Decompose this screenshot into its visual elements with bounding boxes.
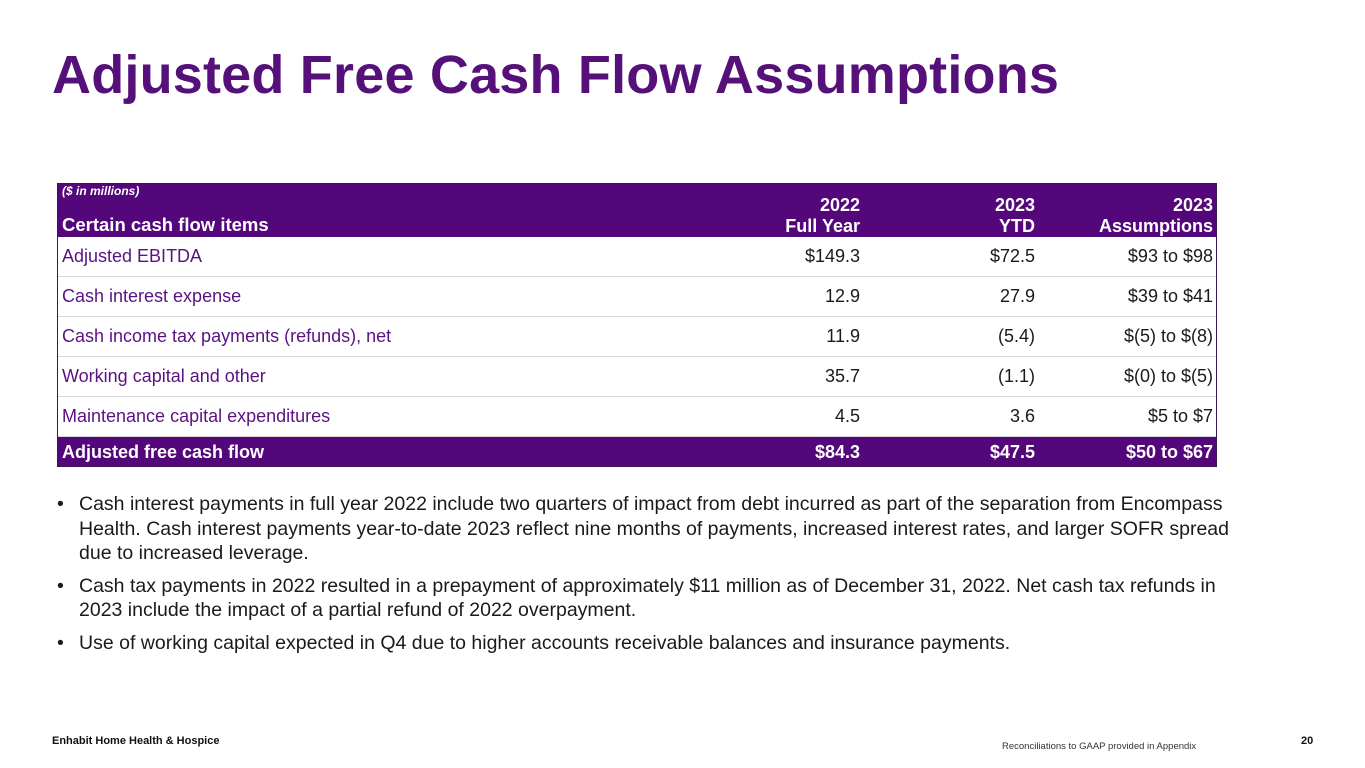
cell-2023-ytd: $72.5: [864, 237, 1039, 277]
table-row: Adjusted EBITDA $149.3 $72.5 $93 to $98: [57, 237, 1217, 277]
slide-title: Adjusted Free Cash Flow Assumptions: [52, 45, 1060, 105]
table-row: Cash income tax payments (refunds), net …: [57, 316, 1217, 357]
row-label: Working capital and other: [57, 356, 689, 397]
cell-2023-assumptions: $5 to $7: [1039, 396, 1217, 437]
cell-2023-assumptions: $(5) to $(8): [1039, 316, 1217, 357]
row-label: Maintenance capital expenditures: [57, 396, 689, 437]
column-header-2023-ytd: 2023 YTD: [864, 183, 1039, 237]
cell-2022-full-year: $149.3: [689, 237, 864, 277]
table-total-row: Adjusted free cash flow $84.3 $47.5 $50 …: [57, 436, 1217, 467]
column-header-line2: Full Year: [785, 216, 860, 236]
row-label: Cash interest expense: [57, 276, 689, 317]
total-2023-ytd: $47.5: [864, 436, 1039, 467]
column-header-2022-full-year: 2022 Full Year: [689, 183, 864, 237]
column-header-2023-assumptions: 2023 Assumptions: [1039, 183, 1217, 237]
row-label: Adjusted EBITDA: [57, 237, 689, 277]
cell-2022-full-year: 4.5: [689, 396, 864, 437]
page-number: 20: [1301, 735, 1314, 747]
cell-2022-full-year: 35.7: [689, 356, 864, 397]
cell-2022-full-year: 12.9: [689, 276, 864, 317]
table-row: Cash interest expense 12.9 27.9 $39 to $…: [57, 276, 1217, 317]
column-header-line1: 2023: [1172, 195, 1213, 215]
total-row-label: Adjusted free cash flow: [57, 436, 689, 467]
column-header-line1: 2022: [819, 195, 860, 215]
label-column-title: Certain cash flow items: [62, 214, 269, 235]
table-row: Maintenance capital expenditures 4.5 3.6…: [57, 396, 1217, 437]
footer-reconciliation-note: Reconciliations to GAAP provided in Appe…: [1002, 741, 1197, 752]
total-2022-full-year: $84.3: [689, 436, 864, 467]
cash-flow-table: ($ in millions) Certain cash flow items …: [57, 183, 1217, 467]
bullet-item: • Cash interest payments in full year 20…: [57, 492, 1237, 566]
footer-company-name: Enhabit Home Health & Hospice: [52, 735, 220, 747]
units-note: ($ in millions): [62, 184, 140, 198]
cell-2023-assumptions: $39 to $41: [1039, 276, 1217, 317]
bullet-text: Cash tax payments in 2022 resulted in a …: [79, 574, 1216, 622]
column-header-line2: Assumptions: [1098, 216, 1213, 236]
cell-2022-full-year: 11.9: [689, 316, 864, 357]
row-label: Cash income tax payments (refunds), net: [57, 316, 689, 357]
cell-2023-assumptions: $(0) to $(5): [1039, 356, 1217, 397]
cell-2023-ytd: 27.9: [864, 276, 1039, 317]
bullet-text: Use of working capital expected in Q4 du…: [79, 631, 1011, 654]
bullet-item: • Use of working capital expected in Q4 …: [57, 631, 1237, 656]
cell-2023-ytd: 3.6: [864, 396, 1039, 437]
bullet-marker: •: [57, 493, 64, 515]
cell-2023-assumptions: $93 to $98: [1039, 237, 1217, 277]
label-column-header: ($ in millions) Certain cash flow items: [57, 183, 689, 237]
cell-2023-ytd: (1.1): [864, 356, 1039, 397]
bullet-text: Cash interest payments in full year 2022…: [79, 493, 1229, 564]
table-header-row: ($ in millions) Certain cash flow items …: [57, 183, 1217, 237]
table-row: Working capital and other 35.7 (1.1) $(0…: [57, 356, 1217, 397]
column-header-line2: YTD: [999, 216, 1035, 236]
bullet-marker: •: [57, 631, 64, 654]
cell-2023-ytd: (5.4): [864, 316, 1039, 357]
bullet-item: • Cash tax payments in 2022 resulted in …: [57, 574, 1237, 623]
total-2023-assumptions: $50 to $67: [1039, 436, 1217, 467]
cash-flow-table-container: ($ in millions) Certain cash flow items …: [57, 183, 1217, 467]
bullet-marker: •: [57, 574, 64, 597]
notes-bullet-list: • Cash interest payments in full year 20…: [57, 492, 1237, 663]
column-header-line1: 2023: [994, 195, 1035, 215]
